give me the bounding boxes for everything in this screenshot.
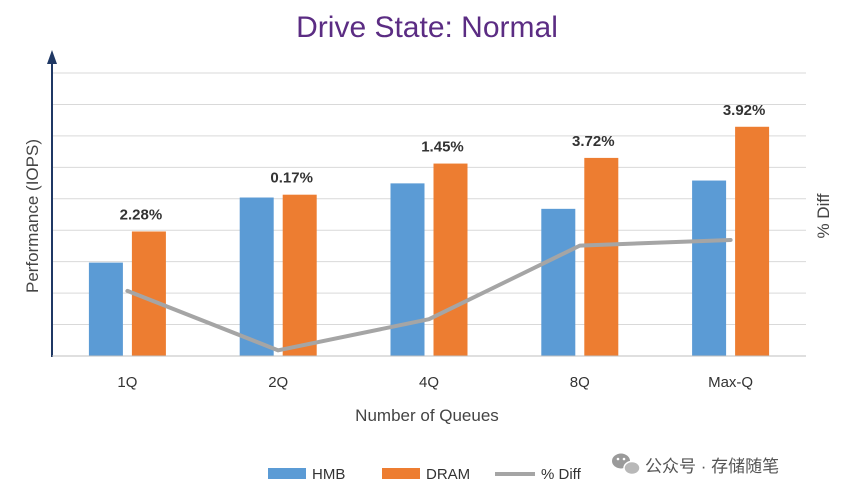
bar-hmb-1q	[88, 262, 123, 356]
x-tick-label: 8Q	[570, 374, 590, 391]
y-axis-arrow-icon	[47, 50, 57, 64]
data-labels: 2.28% 0.17% 1.45% 3.72% 3.92%	[120, 102, 766, 224]
watermark: 公众号 · 存储随笔	[612, 453, 779, 476]
bar-dram-4q	[433, 163, 468, 356]
y2-axis-label: % Diff	[814, 193, 833, 238]
diff-line	[125, 237, 733, 353]
bar-hmb-2q	[239, 197, 274, 356]
x-tick-label: 2Q	[268, 374, 288, 391]
bar-dram-2q	[282, 194, 317, 356]
x-tick-label: 1Q	[117, 374, 137, 391]
y-axis-label: Performance (IOPS)	[23, 139, 42, 293]
legend-label-hmb: HMB	[312, 466, 345, 483]
legend: HMB DRAM % Diff	[268, 466, 582, 483]
legend-swatch-dram	[382, 468, 420, 479]
legend-label-diff: % Diff	[541, 466, 582, 483]
bar-dram-8q	[584, 157, 619, 356]
diff-line-series	[125, 237, 733, 353]
bar-hmb-4q	[390, 183, 425, 356]
watermark-text: 公众号 · 存储随笔	[645, 457, 779, 476]
bar-hmb-max-q	[692, 180, 727, 356]
bar-dram-max-q	[735, 126, 770, 357]
data-label: 1.45%	[421, 139, 464, 156]
legend-swatch-hmb	[268, 468, 306, 479]
x-tick-label: Max-Q	[708, 374, 753, 391]
x-axis-ticks: 1Q 2Q 4Q 8Q Max-Q	[117, 374, 753, 391]
chart-title: Drive State: Normal	[296, 11, 558, 44]
data-label: 0.17%	[270, 170, 313, 187]
data-label: 3.92%	[723, 102, 766, 119]
gridlines	[52, 72, 806, 326]
data-label: 3.72%	[572, 133, 615, 150]
legend-label-dram: DRAM	[426, 466, 470, 483]
x-tick-label: 4Q	[419, 374, 439, 391]
bar-hmb-8q	[541, 208, 576, 356]
data-label: 2.28%	[120, 206, 163, 223]
wechat-icon	[612, 453, 641, 476]
x-axis-label: Number of Queues	[355, 406, 499, 425]
